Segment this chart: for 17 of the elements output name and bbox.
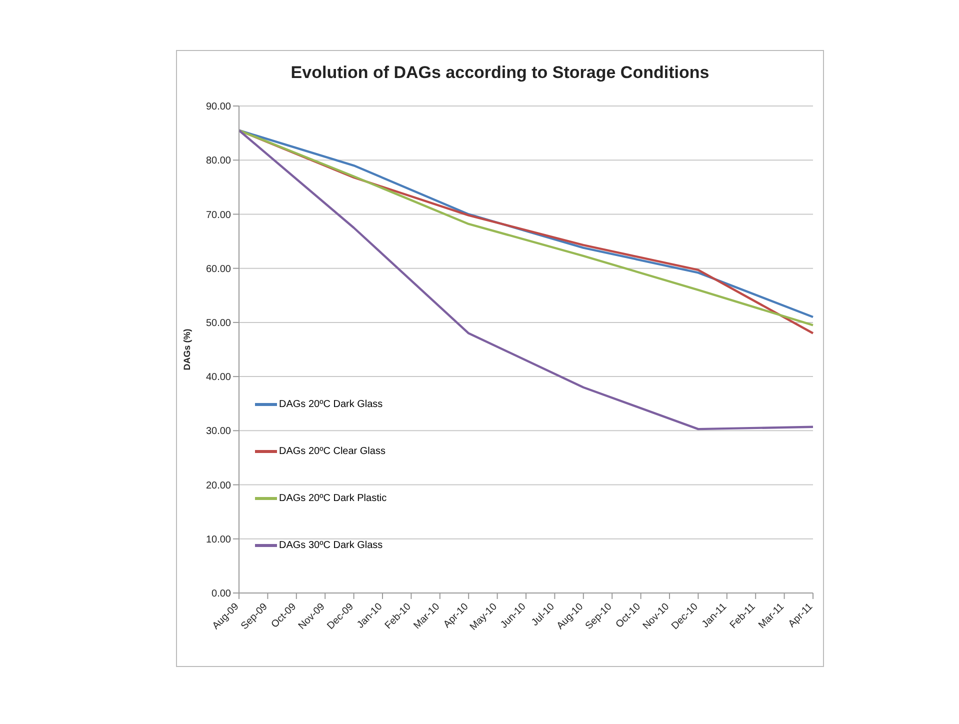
line-series <box>238 129 814 430</box>
y-tick-label: 80.00 <box>206 156 232 167</box>
y-tick-label: 0.00 <box>212 588 232 600</box>
y-tick-label: 60.00 <box>206 264 232 275</box>
y-axis-title: DAGs (%) <box>182 328 192 370</box>
y-tick-label: 40.00 <box>206 372 232 384</box>
y-tick-label: 20.00 <box>206 480 232 492</box>
legend-label: DAGs 20ºC Dark Glass <box>279 399 383 410</box>
y-tick-label: 10.00 <box>206 534 232 546</box>
y-tick-label: 50.00 <box>206 318 232 329</box>
y-tick-label: 90.00 <box>206 102 232 113</box>
chart-title: Evolution of DAGs according to Storage Conditions <box>290 63 710 83</box>
legend-label: DAGs 20ºC Clear Glass <box>279 446 386 457</box>
legend-label: DAGs 30ºC Dark Glass <box>279 540 383 551</box>
y-tick-label: 70.00 <box>206 210 232 221</box>
legend-label: DAGs 20ºC Dark Plastic <box>279 493 387 504</box>
y-tick-label: 30.00 <box>206 426 232 438</box>
